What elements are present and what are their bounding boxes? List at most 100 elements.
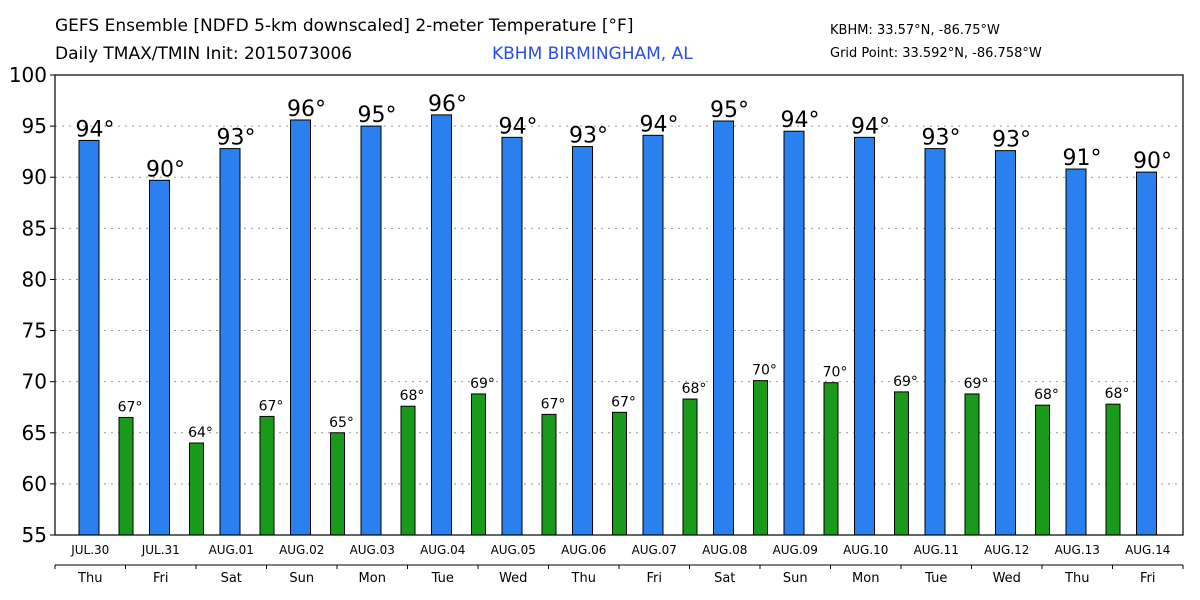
tmax-bar bbox=[431, 114, 452, 536]
tmax-label: 94° bbox=[499, 114, 538, 139]
day-of-week-label: Sat bbox=[714, 571, 735, 586]
tmax-label: 91° bbox=[1063, 146, 1102, 171]
date-label: AUG.13 bbox=[1055, 543, 1100, 557]
day-of-week-label: Sun bbox=[289, 571, 314, 586]
bar-marks bbox=[78, 114, 1157, 536]
date-label: AUG.02 bbox=[279, 543, 324, 557]
tmin-label: 67° bbox=[118, 399, 143, 415]
tmax-bar bbox=[572, 146, 593, 536]
date-label: AUG.03 bbox=[350, 543, 395, 557]
plot-frame bbox=[54, 74, 1184, 536]
tmin-label: 68° bbox=[400, 388, 425, 404]
day-of-week-label: Thu bbox=[77, 571, 102, 586]
tmin-label: 68° bbox=[682, 381, 707, 397]
date-label: AUG.14 bbox=[1125, 543, 1170, 557]
y-tick-label: 75 bbox=[22, 319, 47, 343]
date-label: AUG.01 bbox=[209, 543, 254, 557]
date-label: AUG.05 bbox=[491, 543, 536, 557]
y-tick-label: 80 bbox=[22, 267, 47, 291]
tmin-bar bbox=[964, 393, 980, 536]
tmax-bar bbox=[995, 150, 1016, 536]
tmax-bar bbox=[642, 134, 664, 536]
tmax-label: 94° bbox=[781, 108, 820, 133]
y-tick-label: 95 bbox=[22, 114, 47, 138]
tmin-label: 67° bbox=[611, 394, 636, 410]
tmax-bar bbox=[1065, 168, 1087, 536]
y-tick-label: 55 bbox=[22, 523, 47, 547]
day-of-week-label: Sat bbox=[221, 571, 242, 586]
tmin-label: 67° bbox=[541, 396, 566, 412]
tmax-bar bbox=[78, 139, 100, 536]
tmax-bar bbox=[783, 130, 805, 536]
tmin-bar bbox=[118, 416, 134, 536]
tmax-bar bbox=[854, 136, 875, 536]
tmin-label: 69° bbox=[893, 374, 918, 390]
tmin-bar bbox=[682, 398, 698, 536]
tmin-bar bbox=[330, 432, 345, 536]
chart-title: GEFS Ensemble [NDFD 5-km downscaled] 2-m… bbox=[55, 16, 634, 36]
tmax-label: 94° bbox=[76, 117, 115, 142]
day-of-week-label: Thu bbox=[1064, 571, 1089, 586]
tmax-label: 96° bbox=[287, 97, 326, 122]
date-label: AUG.11 bbox=[914, 543, 959, 557]
date-label: JUL.31 bbox=[141, 543, 180, 557]
date-label: AUG.12 bbox=[984, 543, 1029, 557]
date-label: AUG.06 bbox=[561, 543, 606, 557]
data-labels: 94° 67° 90° 64° 93° 67° 96° 65° 95° 68° 96° 69° 94° 6… bbox=[76, 92, 1173, 441]
tmin-bar bbox=[189, 442, 204, 536]
y-tick-label: 65 bbox=[22, 421, 47, 445]
day-of-week-label: Tue bbox=[924, 571, 947, 586]
location-label: KBHM BIRMINGHAM, AL bbox=[492, 44, 693, 64]
day-of-week-label: Sun bbox=[783, 571, 808, 586]
tmin-bar bbox=[894, 391, 909, 536]
day-of-week-label: Fri bbox=[1140, 571, 1156, 586]
tmax-label: 94° bbox=[851, 114, 890, 139]
tmin-label: 64° bbox=[188, 425, 213, 441]
chart-subtitle: Daily TMAX/TMIN Init: 2015073006 bbox=[55, 44, 353, 64]
date-label: AUG.09 bbox=[773, 543, 818, 557]
tmin-label: 69° bbox=[964, 376, 989, 392]
date-label: AUG.08 bbox=[702, 543, 747, 557]
tmax-label: 93° bbox=[217, 126, 256, 151]
tmax-label: 93° bbox=[922, 126, 961, 151]
y-tick-label: 90 bbox=[22, 165, 47, 189]
tmin-bar bbox=[612, 411, 627, 536]
day-of-week-label: Mon bbox=[852, 571, 879, 586]
y-tick-label: 60 bbox=[22, 472, 47, 496]
day-of-week-label: Fri bbox=[153, 571, 169, 586]
day-of-week-label: Fri bbox=[647, 571, 663, 586]
date-label: AUG.10 bbox=[843, 543, 888, 557]
tmin-label: 65° bbox=[329, 415, 354, 431]
tmax-label: 95° bbox=[358, 103, 397, 128]
tmax-bar bbox=[360, 125, 382, 536]
day-of-week-label: Tue bbox=[431, 571, 454, 586]
tmin-bar bbox=[1035, 404, 1050, 536]
tmax-bar bbox=[290, 119, 311, 536]
tmin-label: 70° bbox=[752, 363, 777, 379]
tmax-bar bbox=[501, 136, 523, 536]
tmax-bar bbox=[713, 120, 734, 536]
tmin-bar bbox=[471, 393, 486, 536]
day-of-week-label: Wed bbox=[993, 571, 1021, 586]
tmax-label: 93° bbox=[992, 128, 1031, 153]
tmax-bar bbox=[924, 148, 946, 536]
tmax-label: 94° bbox=[640, 112, 679, 137]
tmax-label: 95° bbox=[710, 98, 749, 123]
tmin-bar bbox=[823, 382, 839, 536]
day-of-week-label: Wed bbox=[499, 571, 527, 586]
tmin-bar bbox=[259, 415, 275, 536]
tmax-label: 90° bbox=[1133, 149, 1172, 174]
tmax-label: 90° bbox=[146, 157, 185, 182]
tmin-bar bbox=[541, 413, 557, 536]
day-of-week-label: Mon bbox=[359, 571, 386, 586]
tmax-label: 93° bbox=[569, 124, 608, 149]
tmax-bar bbox=[219, 148, 241, 536]
station-coordinates: KBHM: 33.57°N, -86.75°W bbox=[830, 23, 1000, 38]
tmin-bar bbox=[753, 380, 768, 536]
tmin-bar bbox=[400, 405, 416, 536]
date-label: AUG.04 bbox=[420, 543, 465, 557]
tmin-label: 68° bbox=[1034, 387, 1059, 403]
tmax-bar bbox=[149, 179, 170, 536]
tmin-label: 67° bbox=[259, 398, 284, 414]
